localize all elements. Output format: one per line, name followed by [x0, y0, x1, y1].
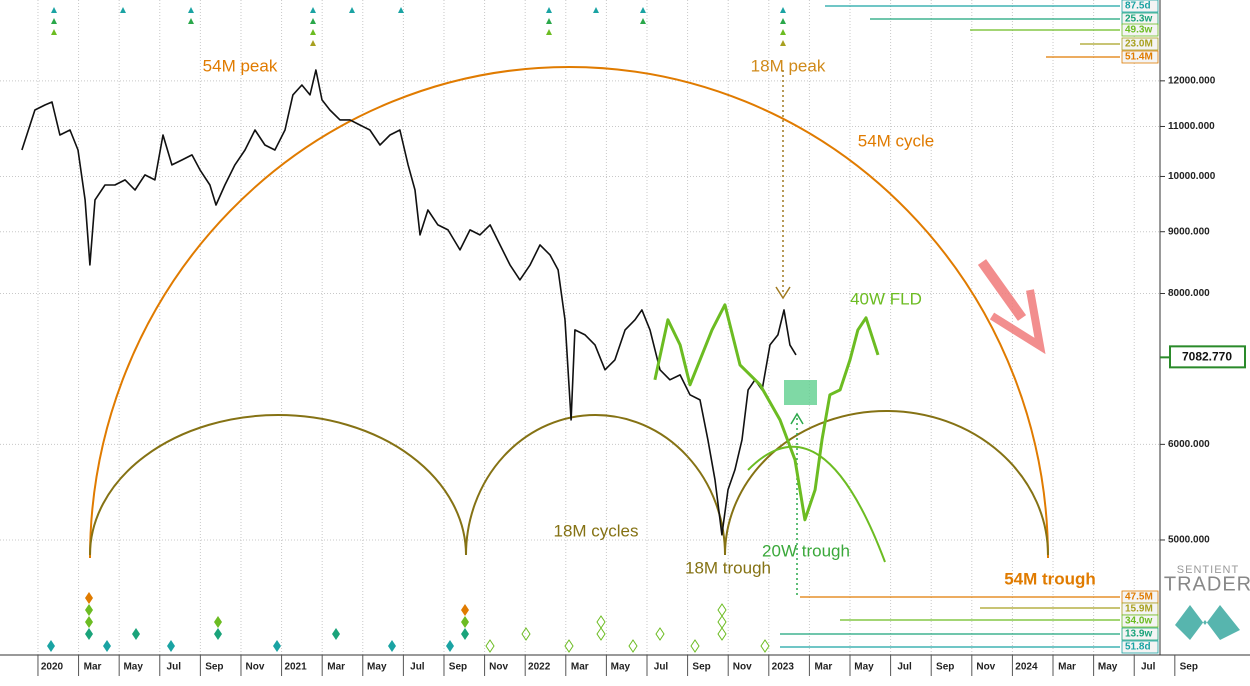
cycle-arc-18m [465, 414, 726, 556]
cycle-label-box [1121, 0, 1159, 13]
trough-arrow-head [790, 412, 804, 425]
x-tick-label: Mar [1058, 662, 1076, 673]
cycle-label-box [1121, 23, 1159, 37]
x-tick-label: Sep [1180, 662, 1198, 673]
cycle-label: 51.8d [1125, 642, 1151, 653]
projection-box [784, 380, 817, 405]
y-tick-label: 5000.000 [1168, 535, 1210, 546]
cycle-lines [780, 5, 1120, 648]
annotation: 18M cycles [553, 521, 638, 540]
x-tick-label: Jul [410, 662, 425, 673]
direction-arrow [977, 259, 1027, 321]
plot-area [21, 69, 880, 536]
cycle-label-box [1121, 627, 1159, 641]
cycle-label: 25.3w [1125, 14, 1152, 25]
y-tick-label: 10000.000 [1168, 171, 1216, 182]
price-line [21, 69, 797, 536]
x-tick-label: Nov [246, 662, 265, 673]
y-tick-label: 12000.000 [1168, 75, 1216, 86]
x-tick-label: 2023 [772, 662, 795, 673]
cycle-label-box [1121, 614, 1159, 628]
x-tick-label: Mar [84, 662, 102, 673]
annotation: 20W trough [762, 541, 850, 560]
cycle-label-box [1121, 640, 1159, 654]
x-tick-label: Nov [733, 662, 752, 673]
x-tick-label: Jul [1141, 662, 1156, 673]
x-tick-label: Mar [571, 662, 589, 673]
logo-line1: SENTIENT [1177, 564, 1239, 576]
cycle-label: 47.5M [1125, 592, 1153, 603]
annotation: 18M peak [751, 56, 826, 75]
x-tick-label: 2024 [1015, 662, 1038, 673]
x-tick-label: Jul [654, 662, 669, 673]
x-tick-label: Nov [489, 662, 508, 673]
bottom-markers [47, 592, 770, 653]
cycle-label-box [1121, 50, 1159, 64]
x-tick-label: May [854, 662, 874, 673]
cycle-label: 13.9w [1125, 629, 1152, 640]
x-tick-label: Sep [692, 662, 710, 673]
y-tick-label: 11000.000 [1168, 121, 1215, 132]
cycle-arc-54m [89, 66, 1049, 559]
x-tick-label: Sep [936, 662, 954, 673]
x-tick-label: Sep [205, 662, 223, 673]
series-label: 40W FLD [850, 289, 922, 308]
x-tick-label: 2021 [284, 662, 307, 673]
marker [51, 7, 786, 13]
cycle-label: 51.4M [1125, 52, 1153, 63]
logo-mark [1175, 605, 1240, 640]
annotation: 54M cycle [858, 131, 935, 150]
x-tick-label: Sep [449, 662, 467, 673]
peak-arrow-head [775, 286, 791, 300]
y-tick-label: 6000.000 [1168, 439, 1210, 450]
marker [485, 603, 770, 653]
x-tick-label: 2020 [41, 662, 64, 673]
x-tick-label: Jul [897, 662, 912, 673]
x-tick-label: May [367, 662, 387, 673]
cycle-arc-18m [724, 410, 1049, 556]
x-tick-label: May [1098, 662, 1118, 673]
cycle-label-box [1121, 37, 1159, 51]
cycle-label: 15.9M [1125, 604, 1153, 615]
x-tick-label: Mar [327, 662, 345, 673]
cycle-arc-18m [89, 414, 467, 556]
annotation: 54M peak [203, 56, 278, 75]
x-tick-label: Nov [976, 662, 995, 673]
direction-arrow-head [989, 289, 1046, 355]
y-tick-label: 9000.000 [1168, 226, 1210, 237]
fld-line [653, 303, 880, 522]
cycle-label: 49.3w [1125, 25, 1152, 36]
cycle-label: 34.0w [1125, 616, 1152, 627]
annotation: 54M trough [1004, 569, 1096, 588]
top-markers [51, 7, 786, 46]
cycle-label: 23.0M [1125, 39, 1153, 50]
y-tick-label: 8000.000 [1168, 288, 1210, 299]
x-tick-label: Mar [815, 662, 833, 673]
x-tick-label: 2022 [528, 662, 551, 673]
x-tick-label: May [123, 662, 143, 673]
logo-line2: TRADER [1164, 573, 1250, 595]
current-price-label: 7082.770 [1182, 350, 1232, 364]
cycle-label: 87.5d [1125, 1, 1151, 12]
annotation: 18M trough [685, 558, 771, 577]
x-tick-label: May [611, 662, 631, 673]
grid [0, 0, 1160, 655]
x-tick-label: Jul [167, 662, 182, 673]
